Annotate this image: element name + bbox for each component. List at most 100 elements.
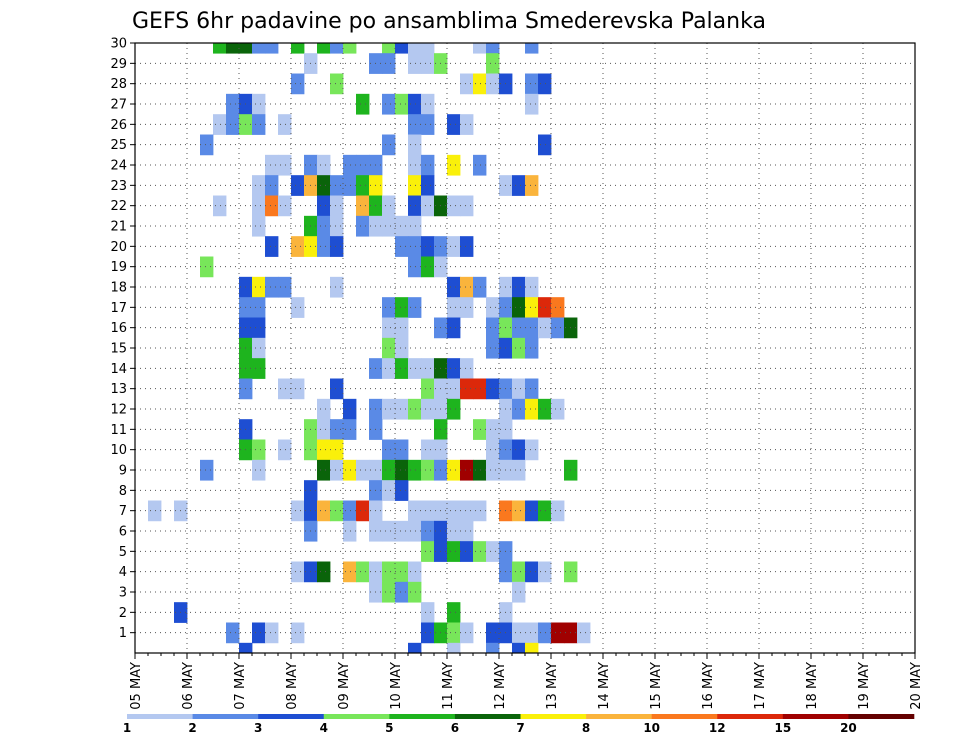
heatmap-cell bbox=[486, 378, 500, 400]
x-tick-label: 16 MAY bbox=[701, 662, 716, 710]
heatmap-cell bbox=[408, 500, 422, 522]
heatmap-cell bbox=[395, 317, 409, 339]
heatmap-cell bbox=[447, 114, 461, 135]
y-tick-label: 30 bbox=[110, 37, 127, 52]
heatmap-cell bbox=[291, 622, 305, 644]
legend-swatch bbox=[586, 714, 652, 719]
heatmap-cell bbox=[330, 500, 344, 522]
heatmap-cell bbox=[447, 195, 461, 217]
heatmap-cell bbox=[512, 175, 526, 196]
heatmap-cell bbox=[291, 175, 305, 196]
heatmap-cell bbox=[577, 622, 591, 644]
heatmap-cell bbox=[538, 73, 552, 95]
x-tick-label: 05 MAY bbox=[129, 662, 144, 710]
heatmap-cell bbox=[265, 236, 279, 257]
heatmap-cell bbox=[421, 175, 435, 196]
heatmap-cell bbox=[265, 276, 279, 298]
legend-label: 5 bbox=[385, 721, 393, 735]
heatmap-cell bbox=[291, 378, 305, 400]
heatmap-cell bbox=[447, 602, 461, 623]
y-tick-label: 21 bbox=[110, 220, 127, 235]
heatmap-cell bbox=[421, 53, 435, 74]
heatmap-cell bbox=[486, 642, 500, 654]
heatmap-cell bbox=[343, 43, 357, 54]
heatmap-cell bbox=[317, 43, 331, 54]
heatmap-cell bbox=[512, 378, 526, 400]
heatmap-cell bbox=[395, 398, 409, 420]
heatmap-cell bbox=[382, 520, 396, 542]
heatmap-cell bbox=[447, 317, 461, 339]
heatmap-cell bbox=[213, 195, 227, 217]
legend-swatch bbox=[323, 714, 390, 719]
legend-label: 7 bbox=[516, 721, 524, 735]
heatmap-cell bbox=[330, 236, 344, 257]
legend-swatch bbox=[520, 714, 587, 719]
heatmap-cell bbox=[408, 358, 422, 379]
heatmap-cell bbox=[200, 459, 214, 481]
heatmap-cell bbox=[512, 581, 526, 603]
heatmap-cell bbox=[421, 236, 435, 257]
heatmap-cell bbox=[252, 195, 266, 217]
heatmap-cell bbox=[408, 154, 422, 176]
heatmap-cell bbox=[317, 154, 331, 176]
heatmap-cell bbox=[460, 500, 474, 522]
y-tick-label: 20 bbox=[110, 240, 127, 255]
y-tick-label: 8 bbox=[119, 484, 127, 499]
heatmap-cell bbox=[382, 398, 396, 420]
heatmap-cell bbox=[460, 114, 474, 135]
y-tick-label: 25 bbox=[110, 138, 127, 153]
heatmap-cell bbox=[486, 53, 500, 74]
heatmap-cell bbox=[486, 337, 500, 359]
heatmap-cell bbox=[317, 500, 331, 522]
y-tick-label: 19 bbox=[110, 260, 127, 275]
y-tick-label: 6 bbox=[119, 525, 127, 540]
y-tick-label: 23 bbox=[110, 179, 127, 194]
heatmap-cell bbox=[330, 215, 344, 237]
heatmap-cell bbox=[382, 93, 396, 115]
heatmap-cell bbox=[395, 236, 409, 257]
legend-label: 8 bbox=[582, 721, 590, 735]
heatmap-cell bbox=[486, 622, 500, 644]
heatmap-cell bbox=[525, 642, 539, 654]
heatmap-cell bbox=[395, 358, 409, 379]
heatmap-cell bbox=[525, 337, 539, 359]
heatmap-cell bbox=[473, 459, 487, 481]
heatmap-cell bbox=[525, 73, 539, 95]
heatmap-cell bbox=[486, 43, 500, 54]
x-tick-label: 10 MAY bbox=[389, 662, 404, 710]
heatmap-cell bbox=[330, 43, 344, 54]
x-tick-label: 07 MAY bbox=[233, 662, 248, 710]
heatmap-cell bbox=[382, 439, 396, 461]
heatmap-cell bbox=[551, 622, 565, 644]
heatmap-cell bbox=[460, 358, 474, 379]
heatmap-cell bbox=[447, 500, 461, 522]
heatmap-cell bbox=[421, 398, 435, 420]
heatmap-cell bbox=[395, 561, 409, 583]
legend-label: 2 bbox=[188, 721, 196, 735]
heatmap-cell bbox=[356, 500, 370, 522]
heatmap-cell bbox=[278, 195, 292, 217]
heatmap-cell bbox=[473, 500, 487, 522]
heatmap-cell bbox=[330, 276, 344, 298]
heatmap-cell bbox=[486, 439, 500, 461]
heatmap-cell bbox=[226, 622, 240, 644]
legend-label: 10 bbox=[643, 721, 660, 735]
heatmap-cell bbox=[395, 459, 409, 481]
heatmap-cell bbox=[382, 581, 396, 603]
heatmap-cell bbox=[421, 541, 435, 562]
heatmap-cell bbox=[382, 297, 396, 318]
heatmap-cell bbox=[525, 43, 539, 54]
heatmap-cell bbox=[551, 297, 565, 318]
heatmap-cell bbox=[525, 175, 539, 196]
heatmap-cell bbox=[330, 419, 344, 440]
legend-swatch bbox=[782, 714, 849, 719]
heatmap-cell bbox=[486, 541, 500, 562]
heatmap-cell bbox=[512, 439, 526, 461]
heatmap-cell bbox=[252, 114, 266, 135]
heatmap-cell bbox=[538, 500, 552, 522]
heatmap-cell bbox=[551, 500, 565, 522]
heatmap-cell bbox=[252, 317, 266, 339]
x-tick-label: 08 MAY bbox=[285, 662, 300, 710]
heatmap-cell bbox=[343, 500, 357, 522]
heatmap-cell bbox=[525, 439, 539, 461]
